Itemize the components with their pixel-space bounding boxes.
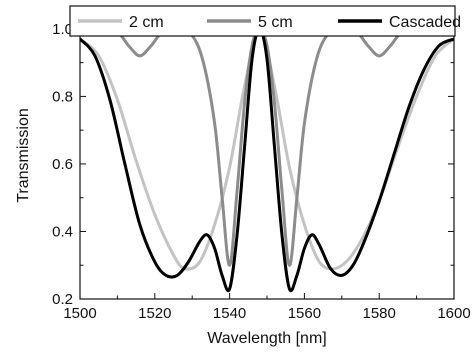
legend-label-2-cm: 2 cm xyxy=(129,14,164,31)
x-axis-title: Wavelength [nm] xyxy=(207,330,326,347)
x-tick-label: 1540 xyxy=(213,305,246,322)
y-tick-label: 1.0 xyxy=(52,21,73,38)
x-tick-label: 1520 xyxy=(138,305,171,322)
legend-label-cascaded: Cascaded xyxy=(389,14,461,31)
y-tick-label: 0.4 xyxy=(52,223,73,240)
legend-label-5-cm: 5 cm xyxy=(258,14,293,31)
x-tick-label: 1500 xyxy=(63,305,96,322)
series-group xyxy=(80,26,454,293)
x-tick-label: 1580 xyxy=(363,305,396,322)
x-tick-label: 1600 xyxy=(437,305,470,322)
axes: 1500 1520 1540 1560 1580 1600 0.2 0.4 0.6 0.8 1.0 xyxy=(52,11,471,322)
legend-box xyxy=(69,5,456,37)
plot-area xyxy=(80,26,454,293)
legend: 2 cm 5 cm Cascaded xyxy=(69,5,461,37)
x-tick-label: 1560 xyxy=(288,305,321,322)
y-tick-label: 0.8 xyxy=(52,88,73,105)
y-tick-label: 0.2 xyxy=(52,291,73,308)
y-tick-label: 0.6 xyxy=(52,156,73,173)
y-axis-title: Transmission xyxy=(15,108,32,203)
